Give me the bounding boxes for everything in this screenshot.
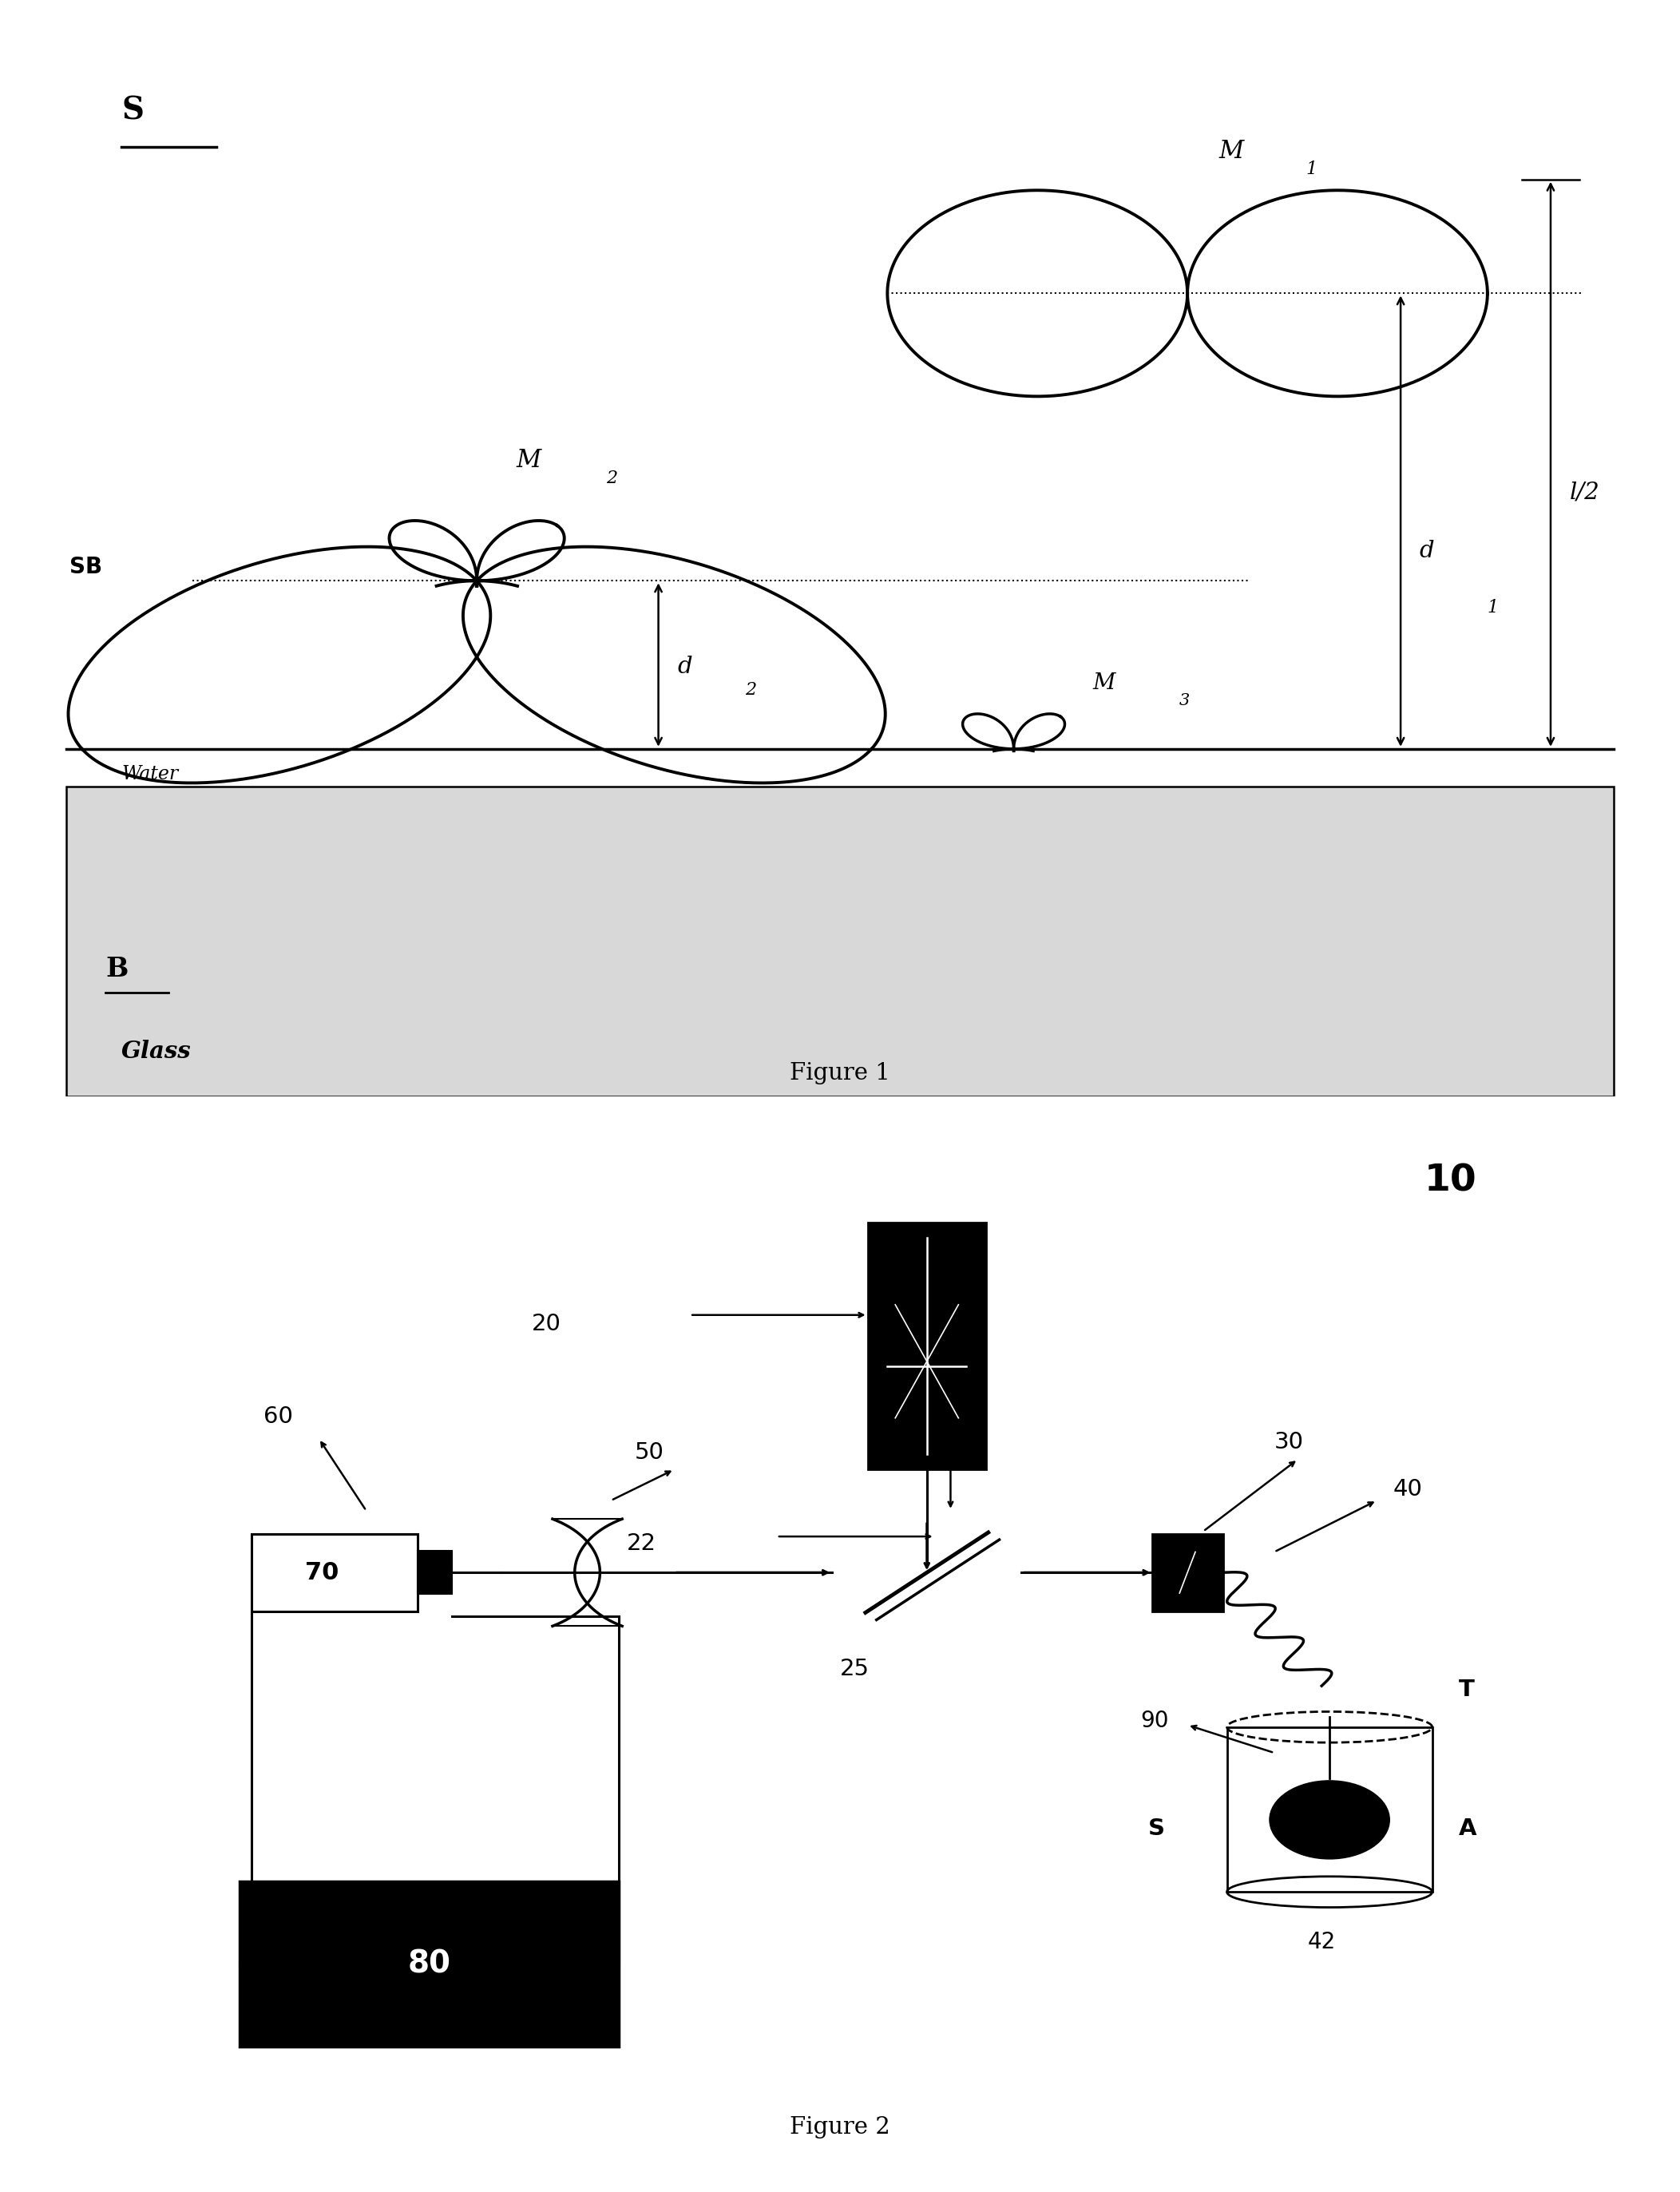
Text: 25: 25 — [840, 1657, 870, 1681]
Bar — [66, 787, 1614, 1096]
Text: Figure 2: Figure 2 — [790, 2117, 890, 2139]
Bar — [240, 1881, 618, 2047]
Text: B: B — [106, 956, 128, 982]
Text: S: S — [1147, 1817, 1164, 1839]
Text: 1: 1 — [1305, 160, 1317, 178]
Text: 30: 30 — [1273, 1431, 1304, 1453]
Text: l/2: l/2 — [1569, 480, 1599, 504]
Text: A: A — [1458, 1817, 1477, 1839]
Text: 50: 50 — [635, 1442, 664, 1464]
Text: 60: 60 — [264, 1405, 292, 1427]
Text: T: T — [1458, 1679, 1475, 1701]
Text: M: M — [516, 447, 541, 473]
Text: 42: 42 — [1307, 1931, 1336, 1953]
Text: 24: 24 — [927, 1429, 956, 1451]
Text: 3: 3 — [1179, 693, 1189, 708]
Bar — [252, 1534, 418, 1611]
Text: 22: 22 — [627, 1532, 657, 1554]
Text: 40: 40 — [1393, 1477, 1423, 1499]
Bar — [418, 1552, 452, 1594]
Text: M: M — [1220, 138, 1243, 164]
Bar — [1226, 1727, 1431, 1892]
Text: 20: 20 — [533, 1313, 561, 1335]
Text: 90: 90 — [1141, 1710, 1168, 1732]
Text: 1: 1 — [1487, 598, 1499, 616]
Text: d: d — [1420, 539, 1435, 563]
Text: Figure 1: Figure 1 — [790, 1063, 890, 1085]
Text: M: M — [1092, 673, 1116, 695]
Text: d: d — [677, 655, 692, 677]
Text: Water: Water — [121, 765, 178, 783]
Circle shape — [1270, 1780, 1389, 1859]
Bar — [867, 1223, 986, 1469]
Text: 2: 2 — [746, 682, 756, 699]
Text: SB: SB — [69, 555, 102, 579]
Text: 70: 70 — [306, 1561, 339, 1585]
Text: 10: 10 — [1425, 1164, 1477, 1199]
Text: 2: 2 — [606, 469, 618, 487]
Bar — [1152, 1534, 1223, 1611]
Text: 80: 80 — [408, 1949, 450, 1979]
Text: S: S — [121, 96, 144, 127]
Text: Glass: Glass — [121, 1039, 192, 1063]
